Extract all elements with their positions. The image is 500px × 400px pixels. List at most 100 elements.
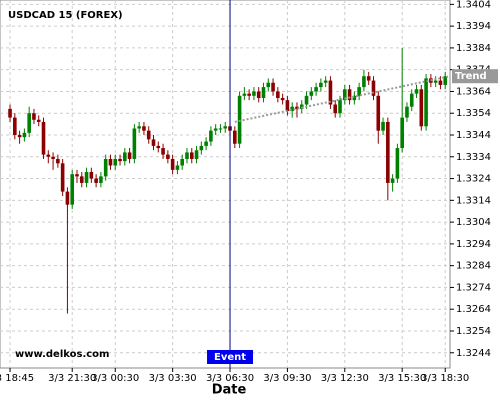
candle-body [242,93,247,96]
candle-body [156,145,161,149]
candle-body [36,119,41,122]
candle-body [51,156,55,159]
candle-body [338,100,342,114]
candle-body [352,95,357,101]
event-label-box [207,350,254,364]
candle-body [79,176,84,183]
candle-body [366,76,371,81]
x-tick-label: 3/3 18:30 [421,373,469,384]
x-tick-label: 3/3 00:30 [91,373,139,384]
candle-body [204,141,208,146]
candle-body [409,93,414,107]
y-tick-label: 1.3254 [456,326,491,337]
candle-body [8,108,12,118]
candle-body [199,145,204,151]
candle-body [175,165,180,170]
candle-body [328,80,333,105]
candle-body [304,95,309,105]
candle-body [94,178,98,183]
candle-body [180,158,184,166]
y-tick-label: 1.3314 [456,195,491,206]
y-tick-label: 1.3244 [456,348,491,359]
x-tick-label: 3/3 03:30 [149,373,197,384]
event-label: Event [214,352,246,363]
candle-body [405,106,409,118]
candle-body [295,106,299,109]
candle-body [17,135,22,138]
candle-body [103,158,108,177]
y-tick-label: 1.3384 [456,43,491,54]
candle-body [443,76,448,85]
candle-body [414,89,419,94]
candle-body [89,172,94,179]
candle-body [342,89,347,101]
candle-body [161,148,165,155]
candle-body [22,132,27,138]
trend-line [234,75,451,123]
candle-body [185,152,189,159]
candle-body [41,121,46,155]
y-tick-label: 1.3394 [456,21,491,32]
candle-body [319,82,323,88]
candle-body [27,113,31,133]
candle-body [333,104,338,114]
candle-body [32,113,36,120]
candle-body [113,158,118,166]
candle-body [75,174,79,177]
candle-body [252,91,256,96]
y-tick-label: 1.3404 [456,0,491,10]
candle-body [151,139,156,146]
candle-body [276,91,280,98]
candle-body [209,130,213,142]
watermark: www.delkos.com [15,349,109,360]
candle-body [70,174,75,205]
x-tick-label: 3/3 09:30 [263,373,311,384]
candle-body [170,158,175,170]
candle-body [127,152,132,159]
candle-body [261,87,266,98]
chart-title: USDCAD 15 (FOREX) [8,10,123,21]
candle-body [256,91,261,98]
candle-body [419,89,424,127]
candle-body [390,178,395,183]
candle-body [371,80,376,96]
x-tick-label: 3/3 15:30 [378,373,426,384]
candle-body [223,126,228,129]
candle-body [137,126,141,129]
candle-body [247,93,251,96]
candle-body [376,95,381,131]
candle-body [65,191,70,205]
candle-body [271,82,275,92]
candle-body [237,95,242,144]
y-tick-label: 1.3304 [456,217,491,228]
candle-body [56,158,60,164]
candle-body [123,152,127,162]
x-tick-label: 3/3 21:30 [48,373,96,384]
y-tick-label: 1.3354 [456,108,491,119]
x-tick-label: 3/3 18:45 [0,373,34,384]
candle-body [285,100,290,112]
y-tick-label: 1.3364 [456,86,491,97]
candle-body [433,80,438,83]
x-tick-label: 3/3 12:30 [321,373,369,384]
candle-body [309,91,314,96]
candle-body [323,80,328,83]
y-tick-label: 1.3334 [456,152,491,163]
x-axis-label: Date [212,383,247,398]
y-tick-label: 1.3344 [456,130,491,141]
candle-body [46,154,51,157]
candle-body [213,128,218,131]
trend-label-box [452,69,498,84]
candle-body [395,148,400,179]
candle-body [290,106,294,112]
candle-body [132,128,137,159]
y-tick-label: 1.3294 [456,239,491,250]
candle-body [13,117,17,136]
candle-body [146,130,151,140]
candle-body [400,117,404,149]
candle-body [386,121,390,183]
candle-body [357,87,361,96]
y-tick-label: 1.3284 [456,261,491,272]
candle-body [108,158,113,166]
